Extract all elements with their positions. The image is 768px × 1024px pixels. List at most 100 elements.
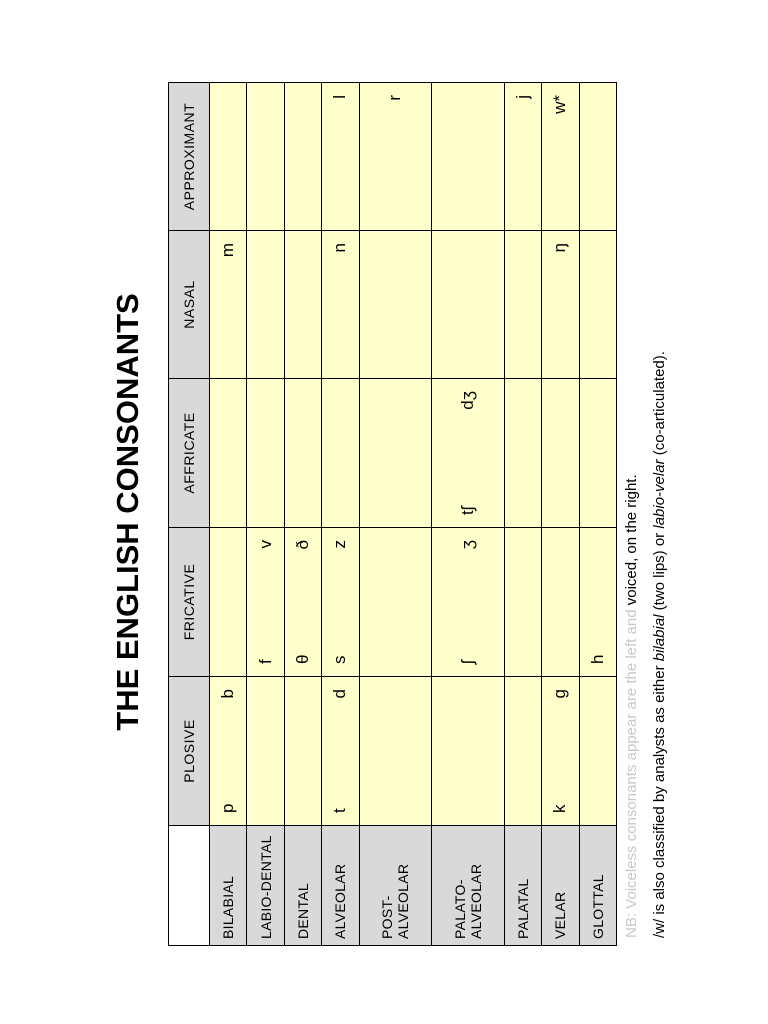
voiced-symbol: v	[255, 540, 275, 549]
row-header-label: LABIO-DENTAL	[257, 835, 274, 939]
table-cell: ŋ	[541, 230, 580, 379]
table-cell	[504, 378, 542, 528]
row-header-label-line2: ALVEOLAR	[467, 863, 484, 939]
row-header: DENTAL	[284, 825, 322, 946]
table-cell: j	[504, 82, 542, 231]
row-header-label: PALATAL	[514, 878, 531, 939]
table-cell	[284, 676, 322, 826]
note-w-part1: /w/ is also classified by analysts as ei…	[651, 661, 668, 938]
table-row: LABIO-DENTAL f v	[246, 82, 285, 946]
consonant-table: PLOSIVE FRICATIVE AFFRICATE NASAL APPROXIMAN…	[168, 82, 617, 946]
voiced-symbol: g	[550, 689, 570, 699]
voiceless-symbol: h	[587, 654, 607, 664]
column-header: FRICATIVE	[168, 527, 210, 677]
table-cell	[504, 676, 542, 826]
consonant-table-body: PLOSIVE FRICATIVE AFFRICATE NASAL APPROXIMAN…	[168, 82, 617, 946]
row-header: PALATO- ALVEOLAR	[431, 825, 505, 946]
table-cell	[321, 378, 360, 528]
table-cell: w*	[541, 82, 580, 231]
table-cell	[359, 230, 432, 379]
voiceless-symbol: s	[330, 655, 350, 665]
table-cell	[246, 230, 285, 379]
voiced-symbol: n	[330, 243, 350, 253]
table-row: BILABIAL p b m	[209, 82, 247, 946]
note-w-part3: (co-articulated).	[651, 351, 668, 460]
row-header-label: ALVEOLAR	[332, 863, 349, 939]
table-cell	[431, 230, 505, 379]
table-row: VELAR k g ŋ w*	[541, 82, 580, 946]
table-cell	[209, 82, 247, 231]
table-cell	[431, 676, 505, 826]
row-header-label: DENTAL	[294, 883, 311, 939]
table-cell	[579, 378, 617, 528]
table-cell	[541, 378, 580, 528]
table-cell	[504, 230, 542, 379]
row-header: GLOTTAL	[579, 825, 617, 946]
table-cell	[246, 82, 285, 231]
table-cell: l	[321, 82, 360, 231]
table-row: PALATO- ALVEOLAR ʃ ʒ tʃ dʒ	[431, 82, 505, 946]
table-cell	[579, 230, 617, 379]
table-cell	[246, 378, 285, 528]
column-header: NASAL	[168, 230, 210, 379]
note-faint-text: Voiceless consonants appear are the left…	[623, 609, 640, 913]
voiceless-symbol: k	[550, 804, 570, 814]
table-row: PALATAL j	[504, 82, 542, 946]
table-cell: r	[359, 82, 432, 231]
row-header: POST- ALVEOLAR	[359, 825, 432, 946]
table-cell	[504, 527, 542, 677]
table-cell	[284, 82, 322, 231]
voiced-symbol: ŋ	[550, 243, 570, 253]
header-row: PLOSIVE FRICATIVE AFFRICATE NASAL APPROXIMAN…	[168, 82, 210, 946]
row-header-label-line2: ALVEOLAR	[395, 863, 412, 939]
note-w-part2: (two lips) or	[651, 528, 668, 615]
voiced-symbol: ʒ	[457, 540, 477, 550]
note-nb-prefix: NB:	[623, 912, 640, 938]
table-cell	[209, 378, 247, 528]
voiced-symbol: z	[330, 540, 350, 549]
row-header-label: VELAR	[552, 891, 569, 939]
table-row: POST- ALVEOLAR r	[359, 82, 432, 946]
table-cell	[246, 676, 285, 826]
table-cell	[541, 527, 580, 677]
row-header: VELAR	[541, 825, 580, 946]
row-header: ALVEOLAR	[321, 825, 360, 946]
corner-cell	[168, 825, 210, 946]
voiceless-symbol: f	[255, 659, 275, 664]
voiced-symbol: r	[385, 95, 405, 101]
table-cell: tʃ dʒ	[431, 378, 505, 528]
voiced-symbol: ð	[292, 540, 312, 550]
note-voicing: NB: Voiceless consonants appear are the …	[623, 474, 640, 938]
table-cell	[284, 378, 322, 528]
voiced-symbol: w*	[550, 95, 570, 114]
voiced-symbol: j	[512, 95, 532, 99]
table-cell	[284, 230, 322, 379]
voiceless-symbol: tʃ	[457, 506, 477, 516]
row-header: PALATAL	[504, 825, 542, 946]
voiced-symbol: dʒ	[457, 391, 477, 410]
note-w-bilabial: bilabial	[651, 614, 668, 662]
page-title: THE ENGLISH CONSONANTS	[110, 293, 145, 731]
voiced-symbol: l	[330, 95, 350, 99]
voiced-symbol: b	[218, 689, 238, 699]
voiced-symbol: d	[330, 689, 350, 699]
table-cell	[579, 82, 617, 231]
row-header: LABIO-DENTAL	[246, 825, 285, 946]
table-cell: m	[209, 230, 247, 379]
table-cell: h	[579, 527, 617, 677]
row-header-label: BILABIAL	[220, 875, 237, 939]
table-row: GLOTTAL h	[579, 82, 617, 946]
table-cell	[209, 527, 247, 677]
row-header-label: POST-	[379, 895, 396, 939]
row-header-label: PALATO-	[451, 879, 468, 939]
voiceless-symbol: p	[218, 803, 238, 813]
voiceless-symbol: t	[330, 808, 350, 813]
voiceless-symbol: ʃ	[457, 660, 477, 664]
